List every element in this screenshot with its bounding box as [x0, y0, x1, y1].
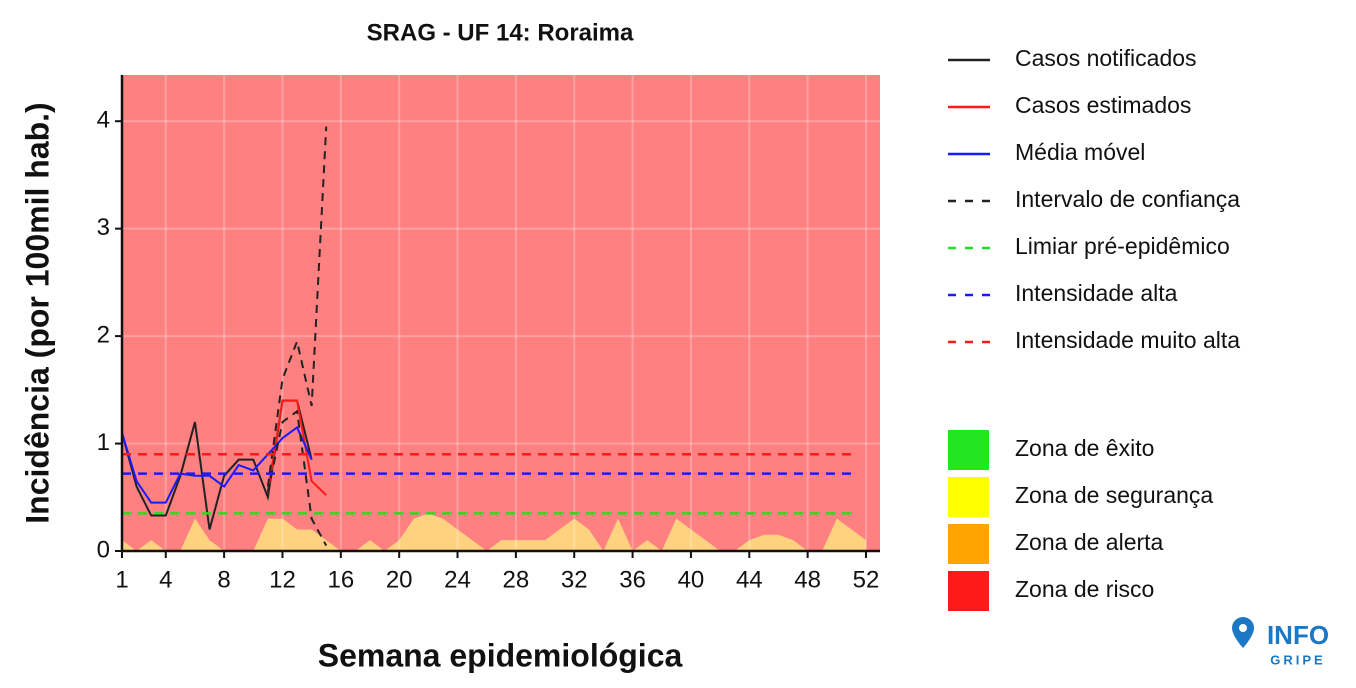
legend-label: Limiar pré-epidêmico — [1015, 233, 1230, 259]
legend-swatch — [948, 430, 989, 470]
legend-swatch — [948, 477, 989, 517]
y-tick-label: 4 — [97, 107, 110, 134]
series-line — [266, 399, 327, 496]
y-axis-label: Incidência (por 100mil hab.) — [19, 102, 55, 523]
x-tick-label: 24 — [444, 566, 471, 593]
plot-background — [122, 75, 880, 551]
chart-title: SRAG - UF 14: Roraima — [367, 19, 634, 46]
y-tick-label: 2 — [97, 321, 110, 348]
y-tick-label: 1 — [97, 429, 110, 456]
x-tick-label: 52 — [853, 566, 880, 593]
legend-label: Zona de segurança — [1015, 482, 1213, 508]
legend-label: Média móvel — [1015, 139, 1145, 165]
x-tick-label: 20 — [386, 566, 413, 593]
legend-label: Zona de risco — [1015, 576, 1154, 602]
series-line — [266, 126, 328, 487]
x-tick-label: 36 — [619, 566, 646, 593]
series-line — [121, 425, 313, 504]
legend-swatch — [948, 571, 989, 611]
legend-label: Zona de alerta — [1015, 529, 1164, 555]
x-tick-label: 4 — [159, 566, 172, 593]
y-tick-label: 3 — [97, 214, 110, 241]
x-tick-label: 12 — [269, 566, 296, 593]
x-tick-label: 40 — [678, 566, 705, 593]
legend-label: Intensidade muito alta — [1015, 327, 1240, 353]
legend-label: Casos notificados — [1015, 45, 1197, 71]
logo: INFO GRIPE — [1232, 617, 1329, 667]
legend-label: Intervalo de confiança — [1015, 186, 1240, 212]
y-tick-label: 0 — [97, 536, 110, 563]
x-tick-label: 16 — [327, 566, 354, 593]
x-tick-label: 44 — [736, 566, 763, 593]
legend-label: Intensidade alta — [1015, 280, 1178, 306]
legend-swatch — [948, 524, 989, 564]
x-axis-label: Semana epidemiológica — [318, 637, 683, 673]
legend-label: Zona de êxito — [1015, 435, 1154, 461]
x-tick-label: 28 — [503, 566, 530, 593]
zone-area — [122, 513, 866, 551]
series-line — [266, 409, 328, 547]
x-tick-label: 32 — [561, 566, 588, 593]
x-tick-label: 1 — [115, 566, 128, 593]
legend-label: Casos estimados — [1015, 92, 1191, 118]
logo-text: INFO — [1267, 620, 1329, 650]
x-tick-label: 8 — [217, 566, 230, 593]
x-tick-label: 48 — [794, 566, 821, 593]
logo-icon — [1232, 617, 1254, 648]
logo-subtext: GRIPE — [1270, 652, 1325, 667]
logo-dot — [1239, 624, 1247, 632]
